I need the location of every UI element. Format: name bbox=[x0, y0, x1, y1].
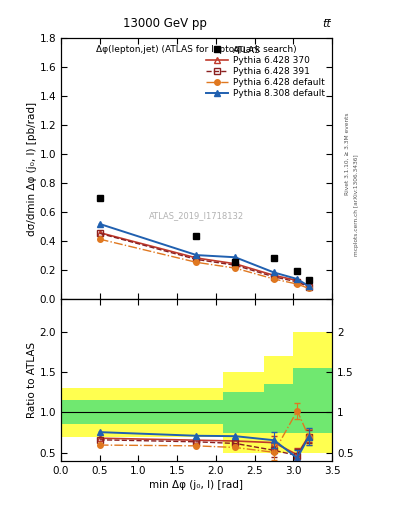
Pythia 6.428 370 bbox=[97, 229, 102, 236]
Pythia 6.428 default bbox=[97, 236, 102, 242]
Text: 13000 GeV pp: 13000 GeV pp bbox=[123, 16, 207, 30]
Pythia 6.428 370 bbox=[194, 255, 199, 261]
ATLAS bbox=[272, 255, 276, 261]
ATLAS bbox=[194, 232, 199, 239]
Legend: ATLAS, Pythia 6.428 370, Pythia 6.428 391, Pythia 6.428 default, Pythia 8.308 de: ATLAS, Pythia 6.428 370, Pythia 6.428 39… bbox=[203, 43, 328, 100]
Text: ATLAS_2019_I1718132: ATLAS_2019_I1718132 bbox=[149, 211, 244, 220]
Pythia 6.428 default bbox=[307, 285, 311, 291]
ATLAS bbox=[233, 259, 238, 265]
Pythia 6.428 391 bbox=[233, 262, 238, 268]
Line: Pythia 6.428 370: Pythia 6.428 370 bbox=[97, 230, 312, 289]
Pythia 8.308 default bbox=[97, 221, 102, 227]
Pythia 8.308 default bbox=[295, 276, 299, 282]
Pythia 6.428 391 bbox=[295, 279, 299, 285]
Pythia 6.428 391 bbox=[272, 274, 276, 280]
Pythia 6.428 370 bbox=[295, 278, 299, 284]
Text: tt̅: tt̅ bbox=[323, 18, 331, 29]
Pythia 6.428 default bbox=[194, 259, 199, 265]
Line: Pythia 6.428 default: Pythia 6.428 default bbox=[97, 237, 312, 291]
Text: mcplots.cern.ch [arXiv:1306.3436]: mcplots.cern.ch [arXiv:1306.3436] bbox=[354, 154, 359, 255]
Line: Pythia 6.428 391: Pythia 6.428 391 bbox=[97, 230, 312, 290]
Pythia 6.428 391 bbox=[97, 230, 102, 237]
Pythia 8.308 default bbox=[307, 283, 311, 289]
Text: Δφ(lepton,jet) (ATLAS for leptoquark search): Δφ(lepton,jet) (ATLAS for leptoquark sea… bbox=[96, 45, 297, 54]
ATLAS bbox=[295, 268, 299, 274]
Y-axis label: dσ/dmin Δφ (j₀, l) [pb/rad]: dσ/dmin Δφ (j₀, l) [pb/rad] bbox=[27, 102, 37, 236]
Pythia 6.428 391 bbox=[307, 284, 311, 290]
Pythia 8.308 default bbox=[272, 269, 276, 275]
Y-axis label: Ratio to ATLAS: Ratio to ATLAS bbox=[27, 342, 37, 418]
Pythia 6.428 default bbox=[295, 281, 299, 287]
Text: Rivet 3.1.10, ≥ 3.3M events: Rivet 3.1.10, ≥ 3.3M events bbox=[345, 112, 350, 195]
ATLAS bbox=[307, 276, 311, 283]
ATLAS bbox=[97, 195, 102, 201]
Line: ATLAS: ATLAS bbox=[97, 195, 312, 283]
Pythia 8.308 default bbox=[194, 252, 199, 258]
X-axis label: min Δφ (j₀, l) [rad]: min Δφ (j₀, l) [rad] bbox=[149, 480, 244, 490]
Pythia 6.428 370 bbox=[307, 283, 311, 289]
Pythia 6.428 default bbox=[233, 265, 238, 271]
Pythia 6.428 370 bbox=[233, 261, 238, 267]
Pythia 6.428 391 bbox=[194, 257, 199, 263]
Pythia 6.428 370 bbox=[272, 272, 276, 279]
Pythia 6.428 default bbox=[272, 276, 276, 282]
Line: Pythia 8.308 default: Pythia 8.308 default bbox=[97, 221, 312, 289]
Pythia 8.308 default bbox=[233, 254, 238, 260]
